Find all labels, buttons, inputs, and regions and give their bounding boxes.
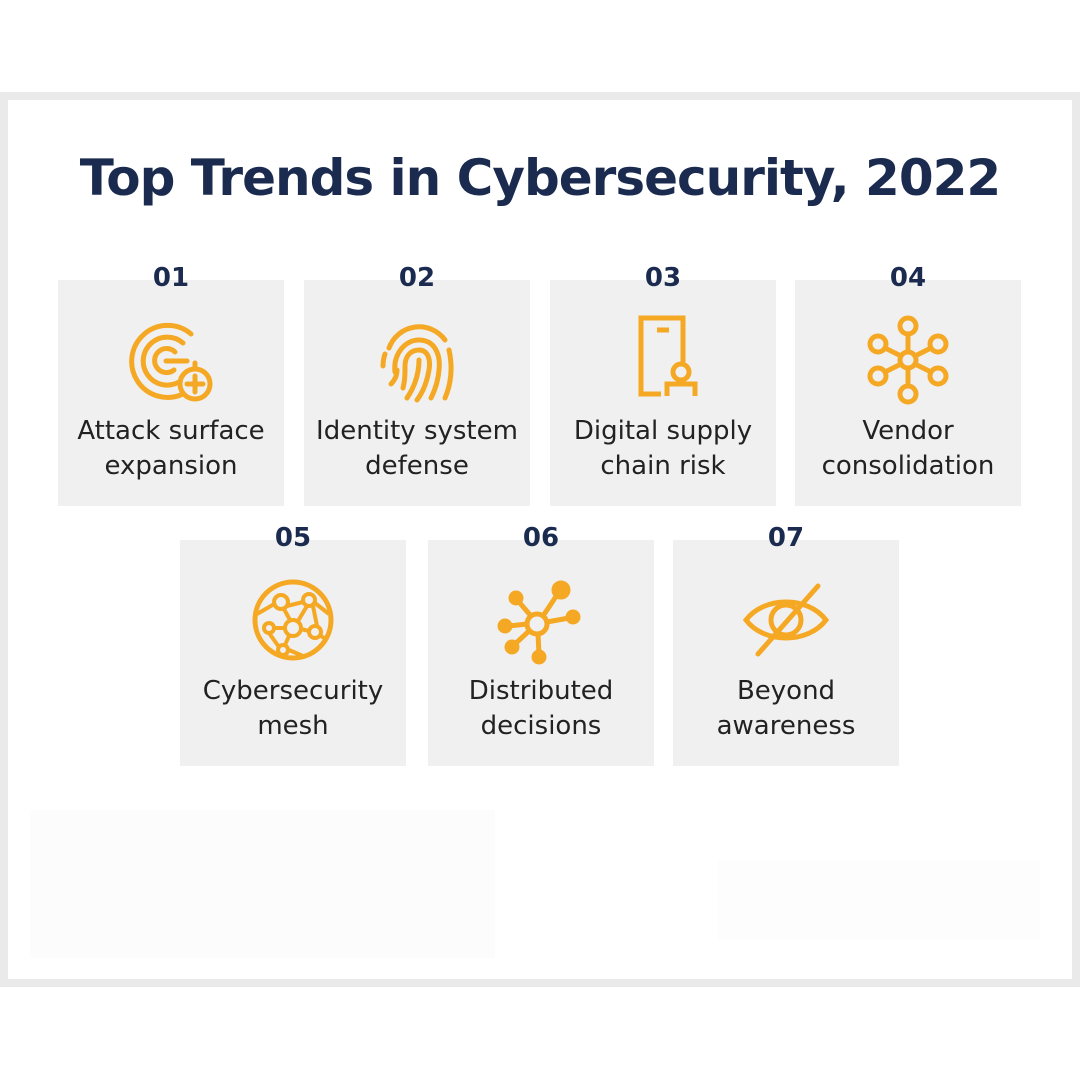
faded-footer-block (718, 860, 1040, 940)
trend-number: 04 (889, 263, 927, 293)
trend-number: 02 (398, 263, 436, 293)
trend-label-line: Digital supply (573, 416, 753, 446)
trend-label: Beyond awareness (673, 674, 899, 744)
trend-label: Identity system defense (304, 414, 530, 484)
eye-slash-icon (736, 570, 836, 670)
trend-label-line: consolidation (821, 451, 995, 481)
trend-card-07: 07 Beyond awareness (673, 523, 899, 766)
trend-label-line: Vendor (862, 416, 954, 446)
trend-number: 05 (274, 523, 312, 553)
fingerprint-icon (367, 310, 467, 410)
trend-label-line: mesh (257, 711, 329, 741)
hub-network-icon (858, 310, 958, 410)
trend-label-line: expansion (104, 451, 238, 481)
trend-label: Attack surface expansion (58, 414, 284, 484)
trend-label: Digital supply chain risk (550, 414, 776, 484)
trend-number: 06 (522, 523, 560, 553)
trend-label: Distributed decisions (428, 674, 654, 744)
door-person-icon (613, 310, 713, 410)
trend-label: Cybersecurity mesh (180, 674, 406, 744)
trend-card-03: 03 Digital supply chain risk (550, 263, 776, 506)
trend-label-line: Attack surface (77, 416, 265, 446)
trend-number: 01 (152, 263, 190, 293)
trend-label-line: decisions (480, 711, 602, 741)
trend-label-line: awareness (716, 711, 856, 741)
trend-label-line: Beyond (736, 676, 836, 706)
trend-card-02: 02 Identity system defense (304, 263, 530, 506)
trend-card-05: 05 Cybersecurity mesh (180, 523, 406, 766)
trend-label-line: Distributed (468, 676, 614, 706)
trend-card-06: 06 Distributed decisions (428, 523, 654, 766)
trend-number: 03 (644, 263, 682, 293)
trend-label-line: Identity system (316, 416, 518, 446)
page-title: Top Trends in Cybersecurity, 2022 (79, 149, 1001, 207)
trend-label-line: Cybersecurity (202, 676, 384, 706)
trend-label-line: defense (365, 451, 469, 481)
faded-footer-block (30, 810, 495, 958)
trend-label-line: chain risk (600, 451, 726, 481)
trend-label: Vendor consolidation (795, 414, 1021, 484)
distributed-nodes-icon (491, 570, 591, 670)
mesh-globe-icon (243, 570, 343, 670)
radar-plus-icon (121, 310, 221, 410)
trend-card-04: 04 Vendor consolidation (795, 263, 1021, 506)
trend-number: 07 (767, 523, 805, 553)
trend-card-01: 01 Attack surface expansion (58, 263, 284, 506)
